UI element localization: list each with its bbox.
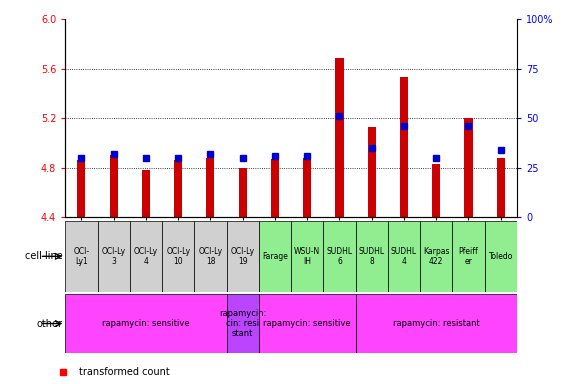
Bar	[65, 294, 227, 353]
Text: SUDHL
8: SUDHL 8	[358, 247, 385, 266]
Bar	[142, 170, 150, 217]
Bar	[323, 221, 356, 292]
Bar	[356, 221, 388, 292]
Bar	[65, 221, 98, 292]
Bar	[465, 118, 473, 217]
Bar	[271, 159, 279, 217]
Bar	[388, 221, 420, 292]
Text: Toledo: Toledo	[488, 252, 513, 261]
Bar	[291, 221, 323, 292]
Bar	[303, 158, 311, 217]
Text: Karpas
422: Karpas 422	[423, 247, 449, 266]
Text: WSU-N
IH: WSU-N IH	[294, 247, 320, 266]
Bar	[227, 294, 259, 353]
Text: rapamycin: sensitive: rapamycin: sensitive	[264, 319, 351, 328]
Text: OCI-Ly
19: OCI-Ly 19	[231, 247, 255, 266]
Bar	[110, 155, 118, 217]
Text: Pfeiff
er: Pfeiff er	[458, 247, 478, 266]
Bar	[162, 221, 194, 292]
Text: SUDHL
6: SUDHL 6	[327, 247, 353, 266]
Bar	[367, 127, 376, 217]
Bar	[400, 77, 408, 217]
Text: cell line: cell line	[25, 251, 62, 262]
Text: OCI-Ly
10: OCI-Ly 10	[166, 247, 190, 266]
Bar	[420, 221, 452, 292]
Bar	[452, 221, 485, 292]
Text: other: other	[36, 318, 62, 329]
Text: rapamycin: resistant: rapamycin: resistant	[393, 319, 479, 328]
Bar	[98, 221, 130, 292]
Text: OCI-Ly
3: OCI-Ly 3	[102, 247, 126, 266]
Bar	[194, 221, 227, 292]
Bar	[77, 160, 85, 217]
Bar	[239, 167, 247, 217]
Bar	[356, 294, 517, 353]
Text: transformed count: transformed count	[79, 367, 169, 377]
Text: SUDHL
4: SUDHL 4	[391, 247, 417, 266]
Text: OCI-Ly
18: OCI-Ly 18	[198, 247, 223, 266]
Bar	[485, 221, 517, 292]
Text: OCI-
Ly1: OCI- Ly1	[73, 247, 90, 266]
Bar	[130, 221, 162, 292]
Bar	[432, 164, 440, 217]
Text: OCI-Ly
4: OCI-Ly 4	[134, 247, 158, 266]
Bar	[174, 160, 182, 217]
Bar	[336, 58, 344, 217]
Text: rapamycin: sensitive: rapamycin: sensitive	[102, 319, 190, 328]
Text: rapamycin:
cin: resi
stant: rapamycin: cin: resi stant	[219, 309, 266, 338]
Bar	[497, 158, 505, 217]
Bar	[206, 158, 215, 217]
Bar	[227, 221, 259, 292]
Bar	[259, 294, 356, 353]
Text: Farage: Farage	[262, 252, 288, 261]
Bar	[259, 221, 291, 292]
